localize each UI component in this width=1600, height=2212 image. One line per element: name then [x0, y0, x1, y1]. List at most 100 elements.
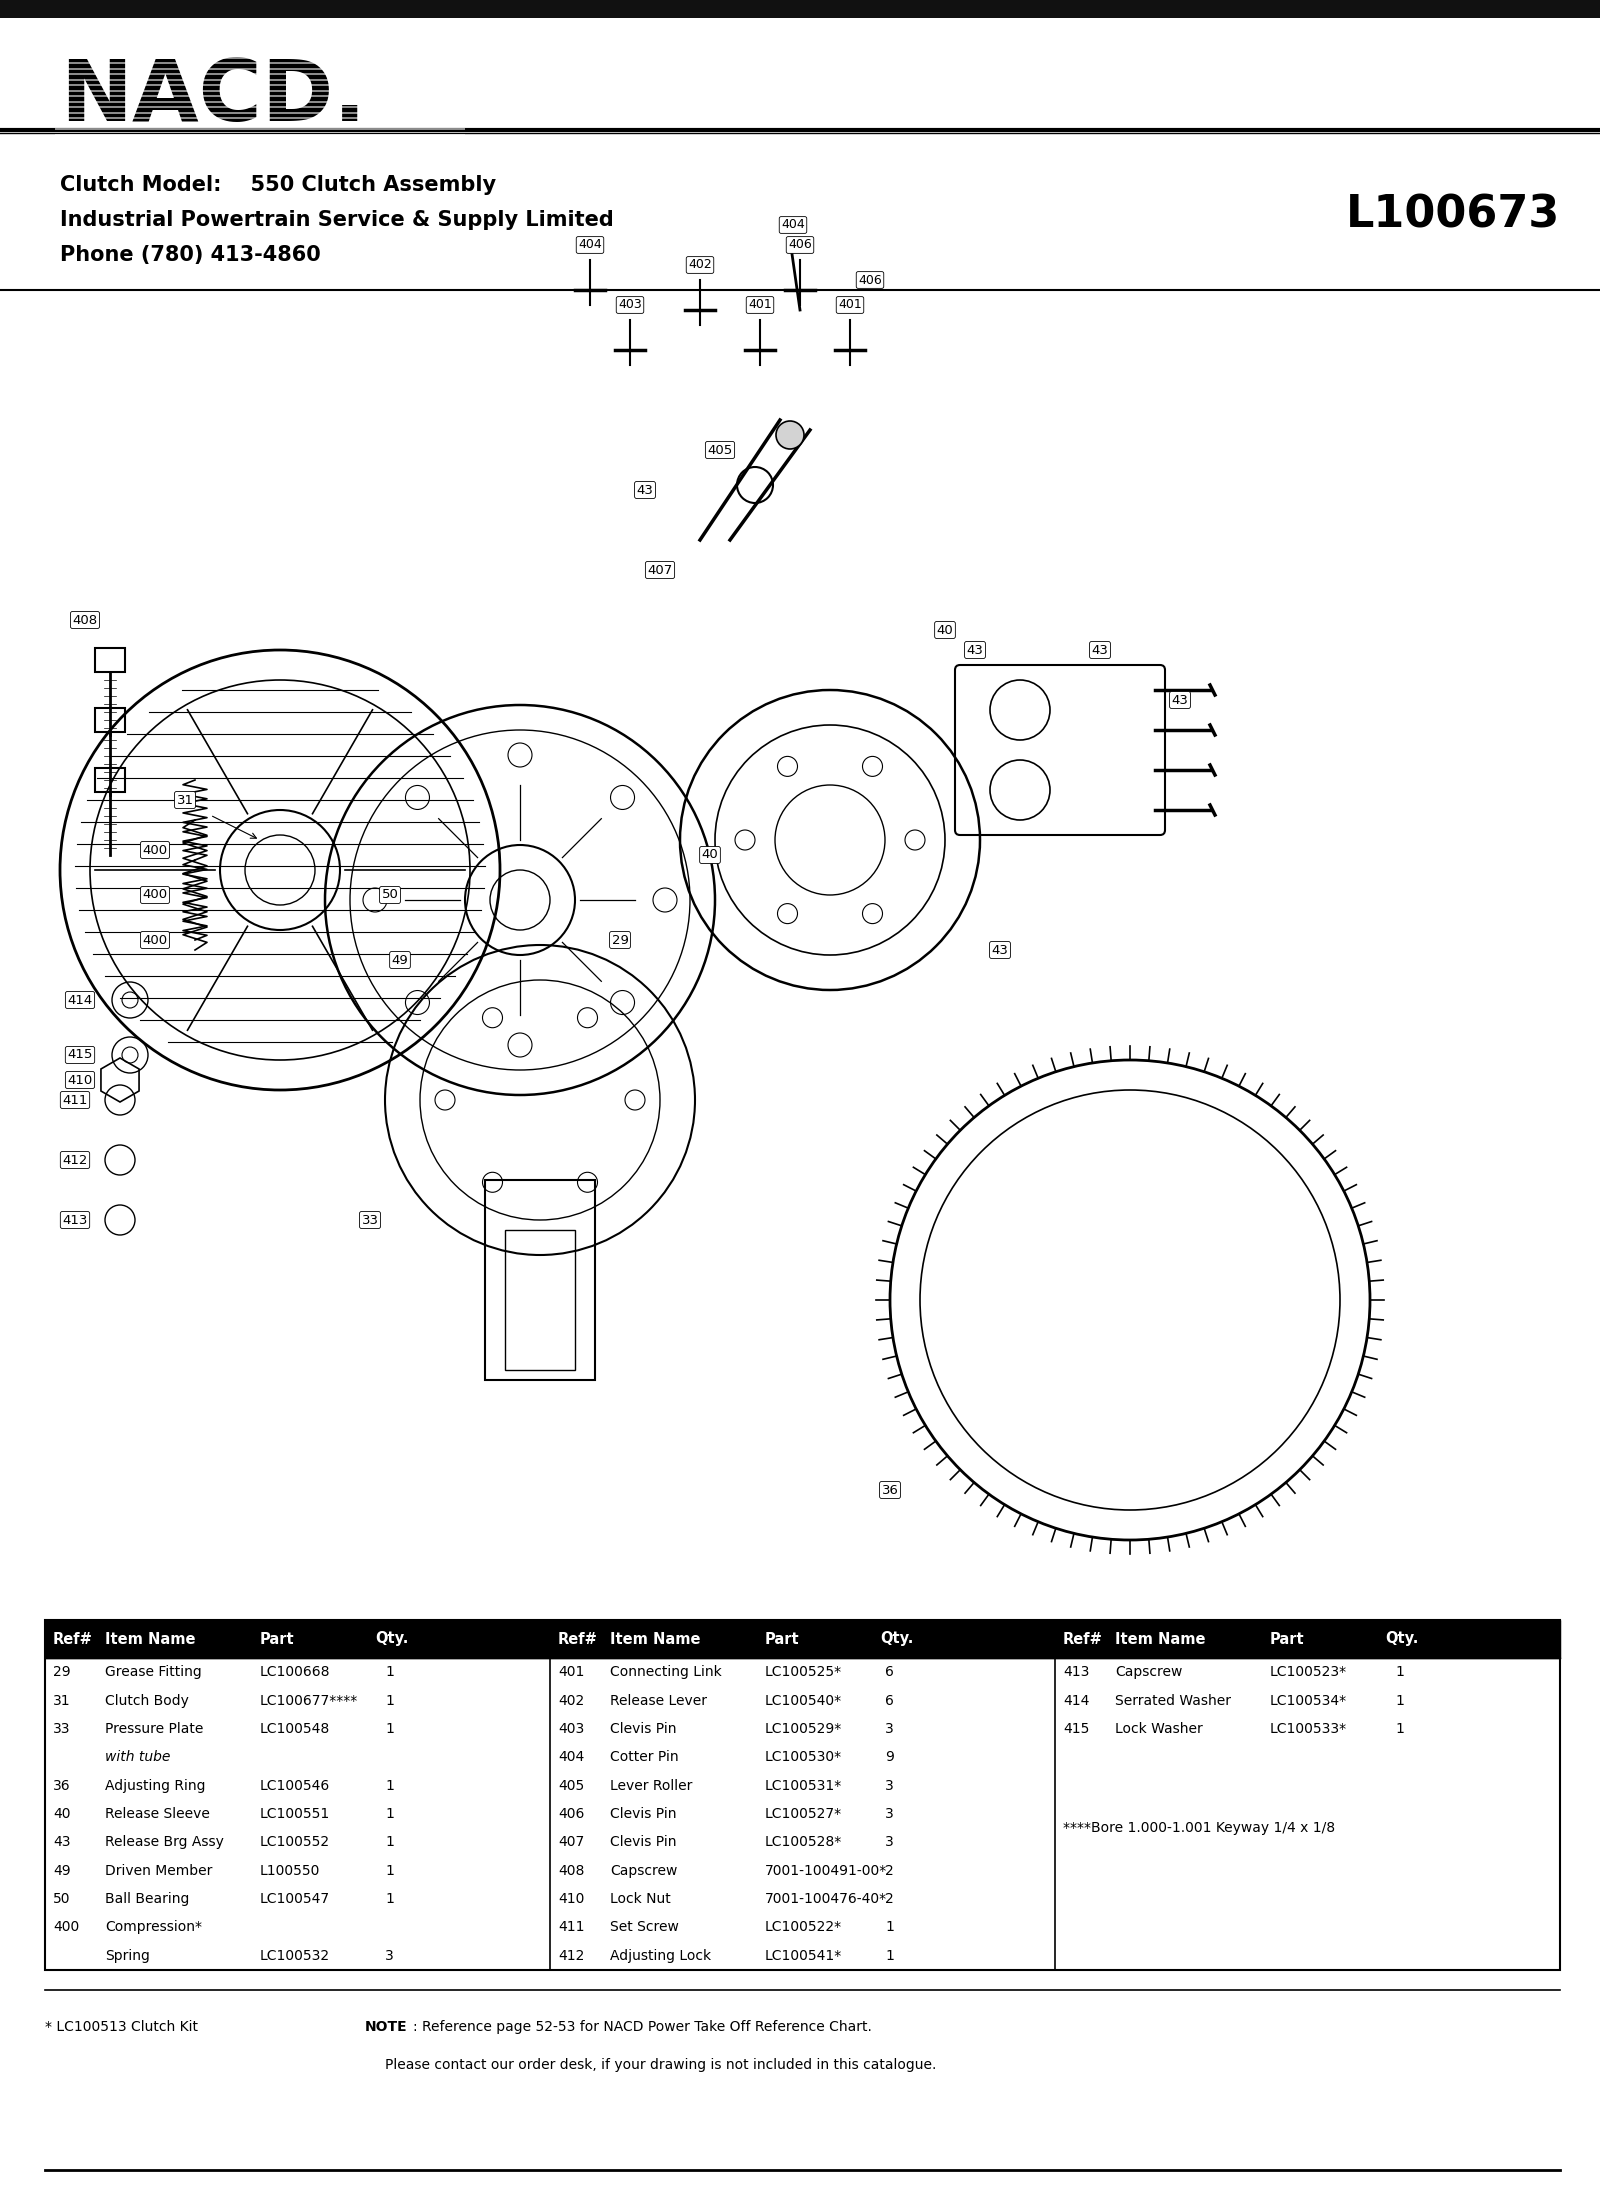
Text: 33: 33: [53, 1721, 70, 1736]
Text: 403: 403: [558, 1721, 584, 1736]
Text: 3: 3: [386, 1949, 394, 1962]
Text: Ref#: Ref#: [1062, 1632, 1102, 1646]
Text: Item Name: Item Name: [1115, 1632, 1205, 1646]
Text: Lever Roller: Lever Roller: [610, 1778, 693, 1792]
Bar: [0, 0, 1600, 18]
Text: Part: Part: [1270, 1632, 1304, 1646]
Text: Qty.: Qty.: [374, 1632, 408, 1646]
Text: 3: 3: [885, 1836, 894, 1849]
Text: Lock Washer: Lock Washer: [1115, 1721, 1203, 1736]
Text: 1: 1: [885, 1949, 894, 1962]
Text: 404: 404: [558, 1750, 584, 1765]
Text: NACD.: NACD.: [61, 58, 366, 139]
Text: 2: 2: [885, 1865, 894, 1878]
Text: 407: 407: [558, 1836, 584, 1849]
Text: Part: Part: [259, 1632, 294, 1646]
Text: L100550: L100550: [259, 1865, 320, 1878]
Text: 408: 408: [558, 1865, 584, 1878]
Text: 43: 43: [1091, 644, 1109, 657]
Text: Please contact our order desk, if your drawing is not included in this catalogue: Please contact our order desk, if your d…: [386, 2057, 936, 2073]
Text: 400: 400: [142, 889, 168, 902]
Circle shape: [776, 420, 805, 449]
Text: LC100523*: LC100523*: [1270, 1666, 1347, 1679]
Text: 1: 1: [386, 1865, 394, 1878]
Text: 29: 29: [611, 933, 629, 947]
Bar: [94, 768, 125, 792]
Text: Ball Bearing: Ball Bearing: [106, 1891, 189, 1907]
Text: 31: 31: [53, 1694, 70, 1708]
Text: 36: 36: [882, 1484, 899, 1498]
Text: LC100551: LC100551: [259, 1807, 330, 1820]
Text: Lock Nut: Lock Nut: [610, 1891, 670, 1907]
Text: 400: 400: [142, 933, 168, 947]
Text: 1: 1: [386, 1666, 394, 1679]
Text: 1: 1: [1395, 1694, 1403, 1708]
Text: Qty.: Qty.: [880, 1632, 914, 1646]
Text: Driven Member: Driven Member: [106, 1865, 213, 1878]
Text: 3: 3: [885, 1721, 894, 1736]
Text: 415: 415: [67, 1048, 93, 1062]
Text: Release Brg Assy: Release Brg Assy: [106, 1836, 224, 1849]
Text: LC100529*: LC100529*: [765, 1721, 842, 1736]
Text: 404: 404: [781, 219, 805, 232]
Text: L100673: L100673: [1346, 192, 1560, 237]
Text: Capscrew: Capscrew: [610, 1865, 677, 1878]
Text: 402: 402: [558, 1694, 584, 1708]
Text: 405: 405: [707, 442, 733, 456]
Text: LC100530*: LC100530*: [765, 1750, 842, 1765]
Text: 404: 404: [578, 239, 602, 252]
Text: 1: 1: [1395, 1666, 1403, 1679]
Text: 43: 43: [992, 945, 1008, 956]
Text: 43: 43: [1171, 695, 1189, 706]
Text: 43: 43: [637, 484, 653, 495]
Text: 413: 413: [1062, 1666, 1090, 1679]
Text: Cotter Pin: Cotter Pin: [610, 1750, 678, 1765]
Bar: [45, 1619, 1560, 1971]
Text: Spring: Spring: [106, 1949, 150, 1962]
Text: LC100541*: LC100541*: [765, 1949, 842, 1962]
Text: 49: 49: [392, 953, 408, 967]
Text: Clutch Body: Clutch Body: [106, 1694, 189, 1708]
Text: LC100534*: LC100534*: [1270, 1694, 1347, 1708]
Text: 49: 49: [53, 1865, 70, 1878]
Text: 1: 1: [386, 1694, 394, 1708]
Text: 1: 1: [386, 1891, 394, 1907]
Text: Grease Fitting: Grease Fitting: [106, 1666, 202, 1679]
Text: 411: 411: [558, 1920, 584, 1936]
Text: 1: 1: [1395, 1721, 1403, 1736]
Text: LC100525*: LC100525*: [765, 1666, 842, 1679]
Text: Ref#: Ref#: [53, 1632, 93, 1646]
Text: LC100533*: LC100533*: [1270, 1721, 1347, 1736]
Text: LC100528*: LC100528*: [765, 1836, 842, 1849]
Text: 406: 406: [558, 1807, 584, 1820]
Text: Clutch Model:    550 Clutch Assembly: Clutch Model: 550 Clutch Assembly: [61, 175, 496, 195]
Text: LC100527*: LC100527*: [765, 1807, 842, 1820]
Text: Qty.: Qty.: [1386, 1632, 1418, 1646]
Text: LC100531*: LC100531*: [765, 1778, 842, 1792]
Text: 412: 412: [62, 1152, 88, 1166]
Text: 2: 2: [885, 1891, 894, 1907]
Text: 31: 31: [176, 794, 194, 807]
Text: 407: 407: [648, 564, 672, 577]
Text: LC100546: LC100546: [259, 1778, 330, 1792]
Text: 411: 411: [62, 1093, 88, 1106]
Text: 36: 36: [53, 1778, 70, 1792]
Text: Pressure Plate: Pressure Plate: [106, 1721, 203, 1736]
Text: 40: 40: [53, 1807, 70, 1820]
Text: Release Lever: Release Lever: [610, 1694, 707, 1708]
Text: LC100540*: LC100540*: [765, 1694, 842, 1708]
Text: : Reference page 52-53 for NACD Power Take Off Reference Chart.: : Reference page 52-53 for NACD Power Ta…: [413, 2020, 872, 2035]
Text: 7001-100491-00*: 7001-100491-00*: [765, 1865, 888, 1878]
Text: 1: 1: [386, 1836, 394, 1849]
Text: 9: 9: [885, 1750, 894, 1765]
Text: 415: 415: [1062, 1721, 1090, 1736]
Text: Ref#: Ref#: [558, 1632, 598, 1646]
Text: Part: Part: [765, 1632, 800, 1646]
Text: Clevis Pin: Clevis Pin: [610, 1807, 677, 1820]
Text: Industrial Powertrain Service & Supply Limited: Industrial Powertrain Service & Supply L…: [61, 210, 614, 230]
Text: 1: 1: [386, 1721, 394, 1736]
Text: NOTE: NOTE: [365, 2020, 408, 2035]
Text: with tube: with tube: [106, 1750, 170, 1765]
Text: 43: 43: [53, 1836, 70, 1849]
Text: Adjusting Ring: Adjusting Ring: [106, 1778, 205, 1792]
